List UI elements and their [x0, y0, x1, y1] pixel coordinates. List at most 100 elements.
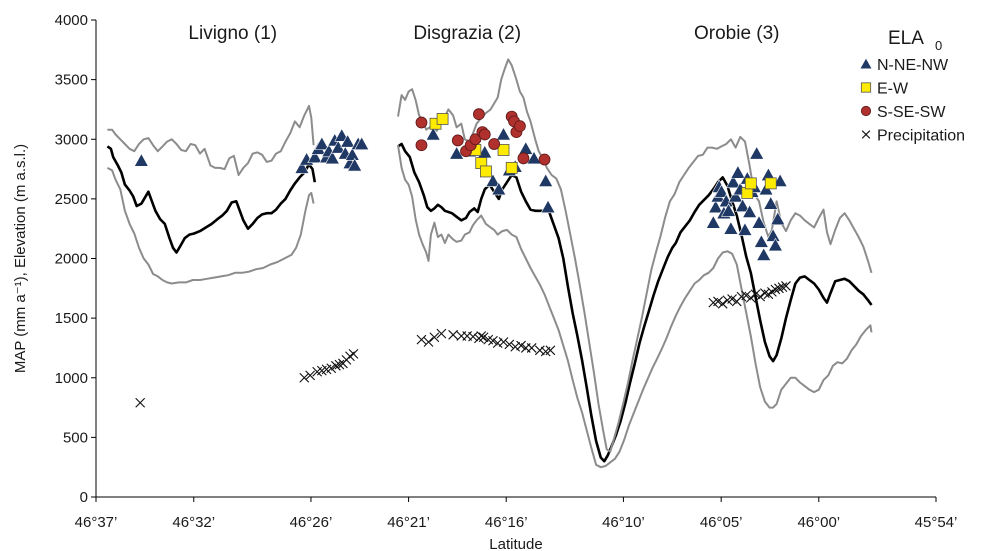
data-point-x	[416, 334, 427, 345]
data-point-x	[423, 337, 434, 347]
legend-entry-label: Precipitation	[877, 128, 965, 145]
chart-labels: 0 500 1000 1500 2000 2500 3000 3500 4000 46°37’ 46…	[12, 12, 957, 551]
data-point-x	[331, 360, 341, 371]
data-point-triangle	[725, 174, 741, 189]
data-point-circle	[538, 153, 551, 166]
data-point-square	[480, 165, 492, 178]
x-tick-label: 46°16’	[485, 514, 528, 531]
data-point-triangle	[705, 215, 721, 229]
data-point-x	[745, 292, 756, 303]
data-point-x	[777, 282, 788, 293]
region-label: Livigno (1)	[188, 23, 277, 44]
data-point-triangle	[735, 198, 751, 212]
data-point-triangle	[770, 211, 786, 226]
data-point-circle	[415, 116, 428, 129]
data-point-circle	[469, 133, 482, 146]
y-tick-label: 4000	[55, 12, 88, 29]
data-point-x	[429, 332, 440, 343]
x-tick-label: 46°21’	[387, 514, 430, 531]
data-point-x	[305, 370, 316, 381]
data-point-triangle	[344, 147, 360, 161]
data-point-x	[334, 359, 345, 370]
data-point-x	[781, 281, 791, 291]
data-point-x	[326, 363, 337, 374]
data-point-triangle	[526, 150, 542, 165]
data-point-triangle	[425, 126, 441, 141]
y-axis-label: MAP (mm a⁻¹), Elevation (m a.s.l.)	[12, 144, 29, 373]
data-point-x	[545, 345, 556, 356]
data-point-x	[448, 329, 459, 340]
data-point-triangle	[540, 199, 556, 214]
data-point-triangle	[307, 149, 323, 164]
chart-markers	[133, 108, 791, 408]
data-point-x	[468, 331, 478, 342]
data-point-x	[476, 331, 487, 341]
data-point-circle	[451, 134, 464, 147]
data-point-x	[516, 340, 526, 351]
data-point-triangle	[133, 153, 149, 167]
data-point-triangle	[767, 237, 783, 252]
data-point-triangle	[491, 181, 507, 196]
x-tick-label: 46°05’	[700, 514, 743, 531]
y-tick-label: 0	[80, 489, 88, 506]
data-point-x	[750, 289, 761, 300]
data-point-x	[770, 284, 781, 295]
data-point-x	[534, 345, 545, 356]
data-point-triangle	[340, 134, 356, 148]
region-label: Disgrazia (2)	[413, 23, 521, 44]
data-point-circle	[473, 108, 485, 121]
data-point-x	[504, 339, 515, 350]
data-point-x	[510, 341, 521, 352]
region-label: Orobie (3)	[694, 23, 780, 44]
series-line-mean	[106, 142, 873, 463]
data-point-circle	[488, 138, 501, 150]
data-point-x	[741, 290, 752, 301]
data-point-circle	[517, 152, 530, 165]
data-point-x	[755, 291, 766, 302]
data-point-triangle	[756, 247, 772, 261]
axes	[91, 19, 937, 502]
y-tick-label: 3500	[55, 72, 88, 89]
series-line-min	[106, 145, 873, 469]
y-tick-label: 1000	[55, 370, 88, 387]
data-point-x	[492, 338, 503, 349]
y-tick-label: 500	[63, 429, 88, 446]
data-point-square	[764, 177, 777, 190]
data-point-triangle	[751, 215, 767, 229]
data-point-triangle	[314, 136, 330, 150]
data-point-x	[713, 296, 723, 307]
data-point-triangle	[730, 165, 746, 179]
data-point-triangle	[496, 126, 512, 141]
data-point-triangle	[753, 234, 769, 248]
data-point-circle	[415, 139, 428, 152]
series-line-max	[107, 58, 873, 453]
x-tick-label: 46°00’	[797, 514, 840, 531]
legend-entry-label: N-NE-NW	[877, 57, 949, 74]
y-tick-label: 2000	[55, 251, 88, 268]
x-tick-label: 46°26’	[290, 514, 333, 531]
legend-title: ELA	[888, 28, 924, 49]
data-point-x	[348, 349, 359, 359]
legend: ELA 0 N-NE-NW E-W S-SE-SW Precipitation	[859, 28, 965, 145]
data-point-triangle	[324, 150, 340, 165]
data-point-circle	[514, 120, 526, 133]
y-tick-label: 3000	[55, 131, 88, 148]
data-point-square	[744, 177, 757, 190]
data-point-x	[774, 283, 784, 294]
legend-title-subscript: 0	[935, 38, 942, 53]
legend-marker-circle	[860, 105, 872, 117]
data-point-triangle	[449, 145, 465, 160]
x-tick-label: 45°54’	[915, 514, 958, 531]
data-point-x	[478, 332, 489, 343]
data-point-x	[436, 328, 447, 339]
data-point-triangle	[749, 145, 765, 160]
data-point-triangle	[714, 184, 730, 198]
data-point-x	[727, 294, 737, 304]
data-point-triangle	[347, 157, 363, 172]
data-point-x	[488, 335, 498, 346]
data-point-triangle	[723, 221, 739, 235]
data-point-triangle	[763, 196, 779, 210]
data-point-square	[497, 144, 510, 156]
data-point-triangle	[742, 204, 758, 218]
